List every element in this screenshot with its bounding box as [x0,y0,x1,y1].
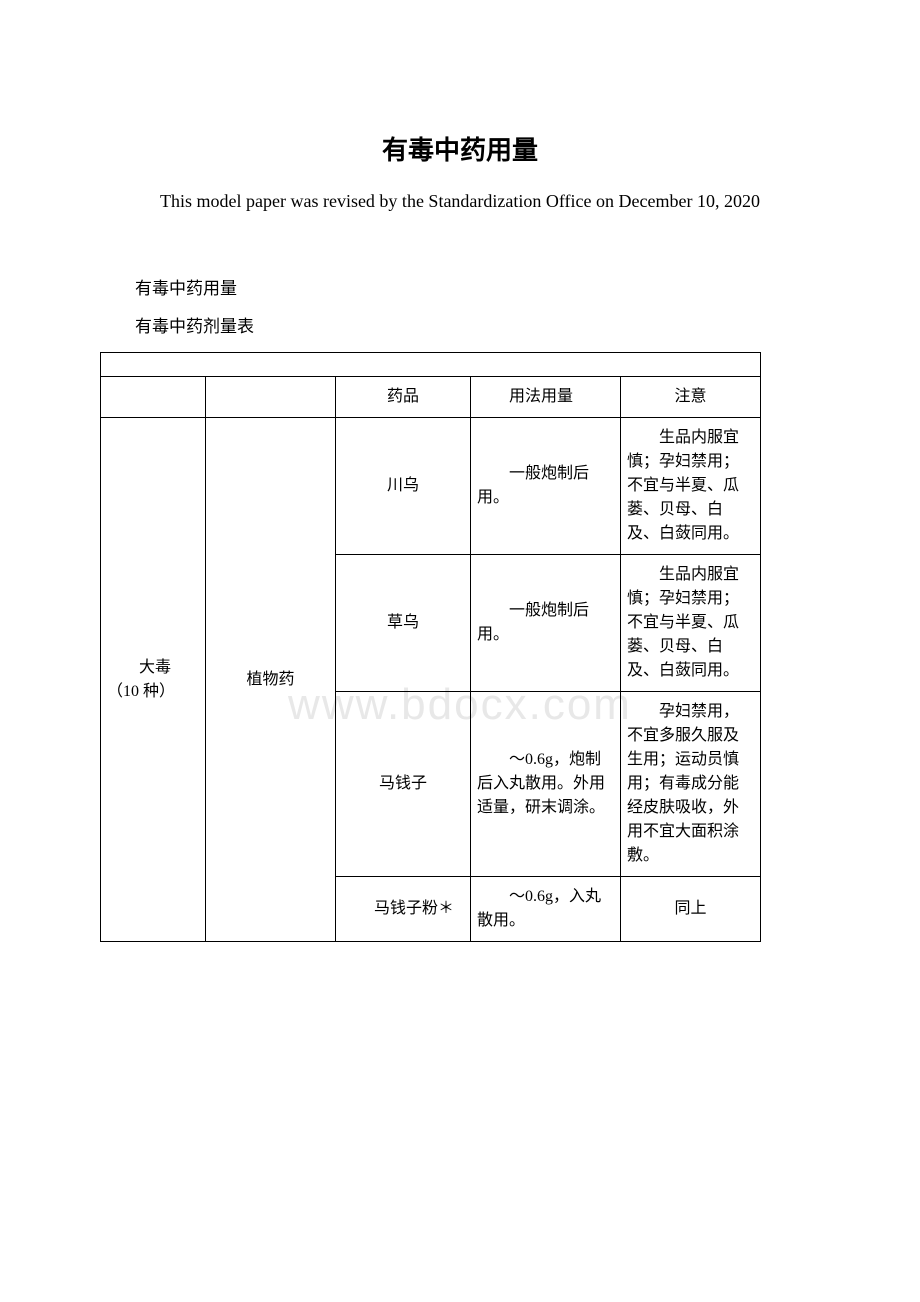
header-usage: 用法用量 [471,377,621,418]
table-row: 大毒（10 种） 植物药 川乌 一般炮制后用。 生品内服宜慎；孕妇禁用；不宜与半… [101,418,761,555]
note-cell: 孕妇禁用，不宜多服久服及生用；运动员慎用；有毒成分能经皮肤吸收，外用不宜大面积涂… [621,692,761,877]
header-note: 注意 [621,377,761,418]
dosage-table: 药品 用法用量 注意 大毒（10 种） 植物药 川乌 一般炮制后用。 生品内服宜… [100,352,761,942]
intro-line-2: 有毒中药剂量表 [135,310,820,344]
header-col1 [101,377,206,418]
note-cell: 同上 [621,877,761,942]
table-spacer-row [101,353,761,377]
intro-line-1: 有毒中药用量 [135,272,820,306]
category-cell: 大毒（10 种） [101,418,206,942]
subcategory-cell: 植物药 [206,418,336,942]
note-cell: 生品内服宜慎；孕妇禁用；不宜与半夏、瓜蒌、贝母、白及、白蔹同用。 [621,555,761,692]
usage-cell: ～0.6g，炮制后入丸散用。外用适量，研末调涂。 [471,692,621,877]
usage-cell: 一般炮制后用。 [471,418,621,555]
header-col2 [206,377,336,418]
page-title: 有毒中药用量 [100,130,820,167]
usage-cell: ～0.6g，入丸散用。 [471,877,621,942]
header-drug: 药品 [336,377,471,418]
usage-cell: 一般炮制后用。 [471,555,621,692]
subtitle-english: This model paper was revised by the Stan… [100,191,820,212]
drug-cell: 马钱子粉＊ [336,877,471,942]
note-cell: 生品内服宜慎；孕妇禁用；不宜与半夏、瓜蒌、贝母、白及、白蔹同用。 [621,418,761,555]
drug-cell: 草乌 [336,555,471,692]
drug-cell: 马钱子 [336,692,471,877]
drug-cell: 川乌 [336,418,471,555]
table-header-row: 药品 用法用量 注意 [101,377,761,418]
